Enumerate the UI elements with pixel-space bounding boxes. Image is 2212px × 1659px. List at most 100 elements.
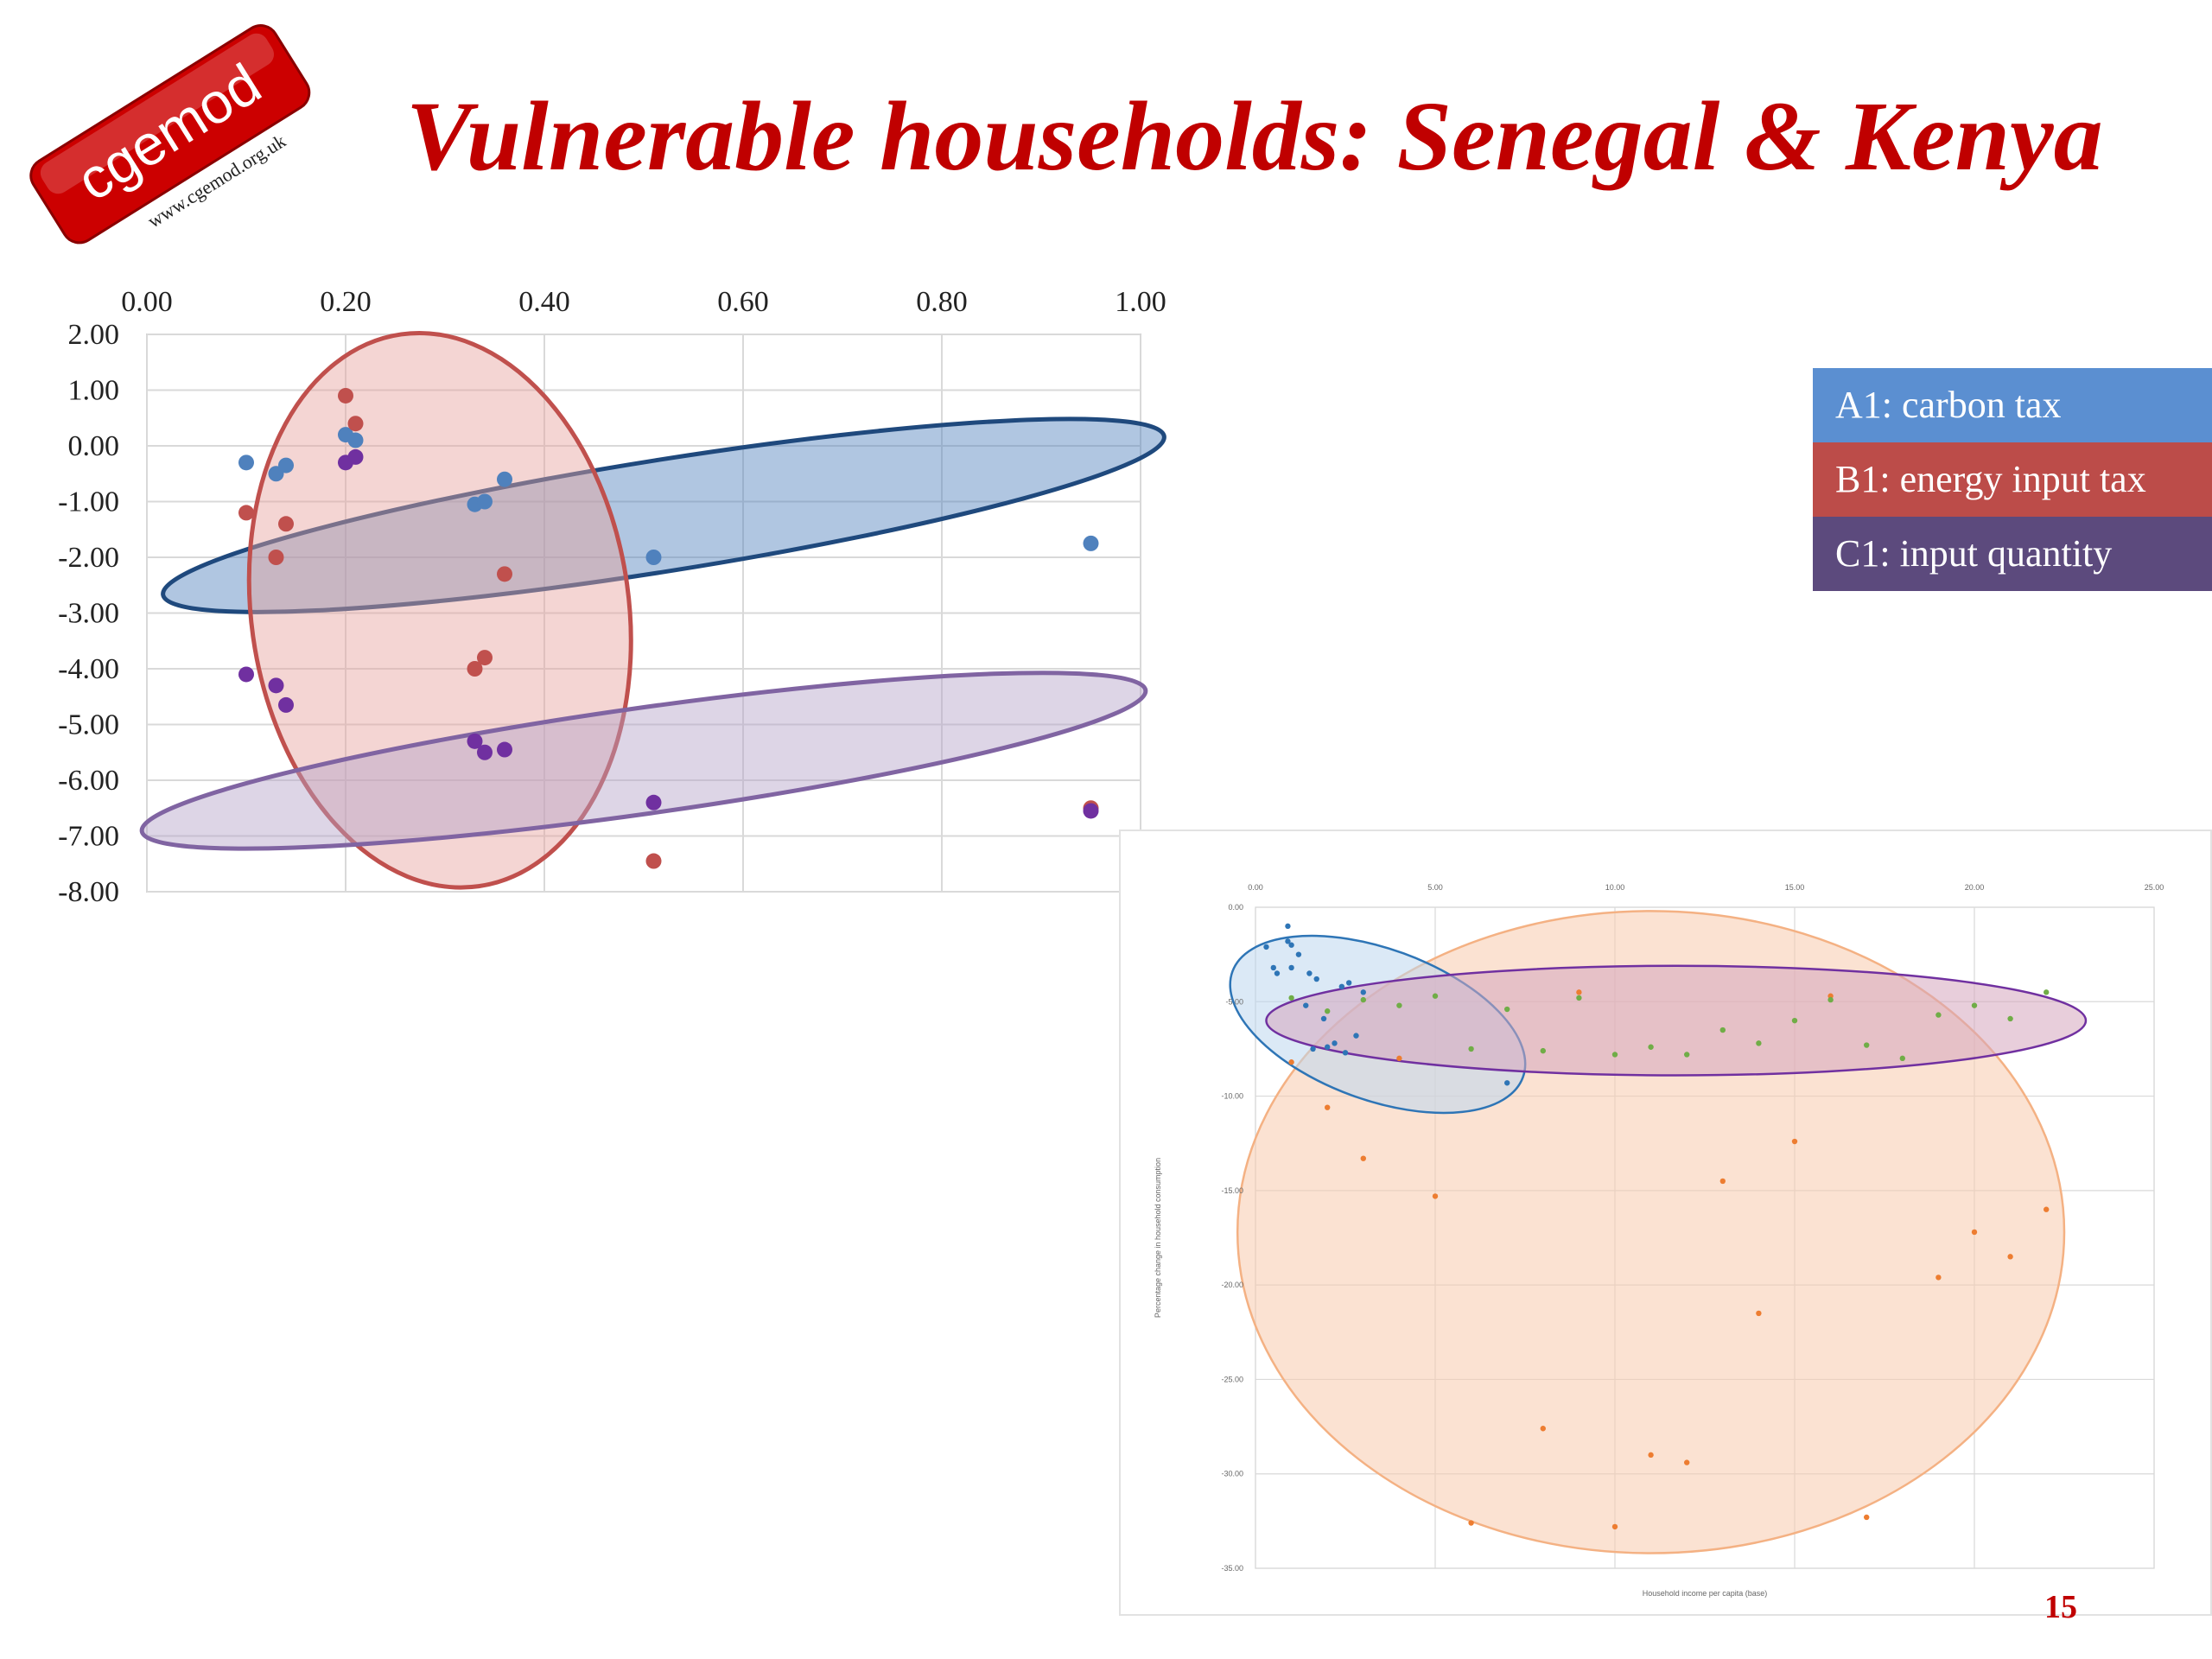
x-tick-label: 0.00 — [1248, 883, 1263, 892]
data-point — [1353, 1033, 1359, 1039]
data-point — [238, 666, 254, 683]
data-point — [477, 650, 493, 666]
data-point — [2044, 1206, 2050, 1212]
y-tick-label: -2.00 — [58, 542, 119, 574]
y-tick-label: -10.00 — [1221, 1092, 1243, 1101]
y-tick-label: -15.00 — [1221, 1186, 1243, 1195]
y-tick-label: 1.00 — [68, 375, 120, 407]
x-tick-label: 1.00 — [1115, 286, 1166, 318]
data-point — [1827, 993, 1834, 999]
data-point — [1684, 1052, 1690, 1058]
data-point — [1274, 970, 1281, 976]
data-point — [1540, 1047, 1546, 1054]
data-point — [1270, 964, 1276, 971]
data-point — [1338, 983, 1345, 989]
data-point — [1971, 1229, 1978, 1236]
data-point — [1342, 1050, 1349, 1056]
data-point — [1313, 976, 1319, 982]
data-point — [1719, 1027, 1726, 1033]
data-point — [1899, 1055, 1905, 1062]
data-point — [497, 741, 512, 758]
data-point — [1083, 803, 1099, 819]
data-point — [1648, 1452, 1654, 1459]
data-point — [1540, 1426, 1546, 1432]
data-point — [347, 416, 364, 432]
data-point — [1288, 1059, 1294, 1065]
y-tick-label: -20.00 — [1221, 1281, 1243, 1289]
cluster-ellipse — [1265, 964, 2088, 1077]
x-tick-label: 15.00 — [1785, 883, 1805, 892]
data-point — [1320, 1015, 1327, 1022]
y-tick-label: -4.00 — [58, 653, 119, 685]
data-point — [1791, 1138, 1798, 1145]
x-tick-label: 0.40 — [518, 286, 570, 318]
x-tick-label: 5.00 — [1427, 883, 1443, 892]
data-point — [1719, 1178, 1726, 1185]
data-point — [477, 493, 493, 510]
data-point — [1303, 1002, 1309, 1008]
cluster-ellipse — [161, 416, 1166, 614]
data-point — [1295, 951, 1302, 957]
data-point — [338, 387, 353, 404]
data-point — [1325, 1104, 1331, 1110]
legend-item-input-quantity: C1: input quantity — [1813, 517, 2212, 591]
data-point — [1263, 944, 1269, 950]
data-point — [467, 733, 483, 749]
data-point — [238, 505, 254, 521]
x-tick-label: 0.00 — [121, 286, 173, 318]
cluster-ellipse — [139, 671, 1148, 851]
data-point — [278, 516, 294, 532]
data-point — [1936, 1012, 1942, 1018]
data-point — [1936, 1274, 1942, 1281]
data-point — [645, 853, 662, 869]
data-point — [2007, 1015, 2013, 1022]
data-point — [1345, 980, 1352, 986]
y-tick-label: -35.00 — [1221, 1564, 1243, 1573]
cluster-ellipse — [246, 330, 633, 890]
y-tick-label: -30.00 — [1221, 1470, 1243, 1478]
data-point — [645, 794, 662, 810]
cgemod-logo: cgemod www.cgemod.org.uk — [29, 24, 311, 245]
data-point — [347, 448, 364, 465]
data-point — [477, 744, 493, 760]
data-point — [1285, 923, 1291, 930]
data-point — [268, 550, 284, 565]
data-point — [1827, 996, 1834, 1003]
data-point — [1432, 993, 1439, 999]
y-tick-label: -5.00 — [58, 709, 119, 741]
data-point — [1791, 1017, 1798, 1024]
y-tick-label: -8.00 — [58, 876, 119, 908]
data-point — [1396, 1055, 1402, 1062]
data-point — [1360, 996, 1366, 1003]
data-point — [1504, 1006, 1510, 1013]
data-point — [1576, 989, 1582, 995]
data-point — [1288, 964, 1294, 971]
y-tick-label: -5.00 — [1225, 997, 1243, 1006]
data-point — [467, 661, 483, 677]
data-point — [1310, 1046, 1316, 1052]
data-point — [278, 457, 294, 474]
y-tick-label: -1.00 — [58, 486, 119, 518]
data-point — [1648, 1044, 1654, 1050]
data-point — [1083, 535, 1099, 551]
data-point — [1611, 1052, 1618, 1058]
data-point — [1306, 970, 1313, 976]
data-point — [268, 677, 284, 694]
data-point — [1360, 1155, 1366, 1161]
legend-label: A1: carbon tax — [1835, 384, 2062, 426]
x-tick-label: 25.00 — [2145, 883, 2164, 892]
data-point — [1396, 1002, 1402, 1008]
y-tick-label: 0.00 — [68, 430, 120, 462]
legend-item-energy-input-tax: B1: energy input tax — [1813, 442, 2212, 517]
legend-label: C1: input quantity — [1835, 532, 2113, 575]
data-point — [1756, 1040, 1762, 1046]
data-point — [1325, 1044, 1331, 1050]
y-tick-label: -3.00 — [58, 598, 119, 630]
y-axis-title: Percentage change in household consumpti… — [1154, 1158, 1162, 1318]
data-point — [238, 454, 254, 471]
data-point — [278, 696, 294, 713]
data-point — [645, 550, 662, 565]
y-tick-label: -7.00 — [58, 821, 119, 853]
data-point — [347, 432, 364, 448]
data-point — [1468, 1046, 1474, 1052]
